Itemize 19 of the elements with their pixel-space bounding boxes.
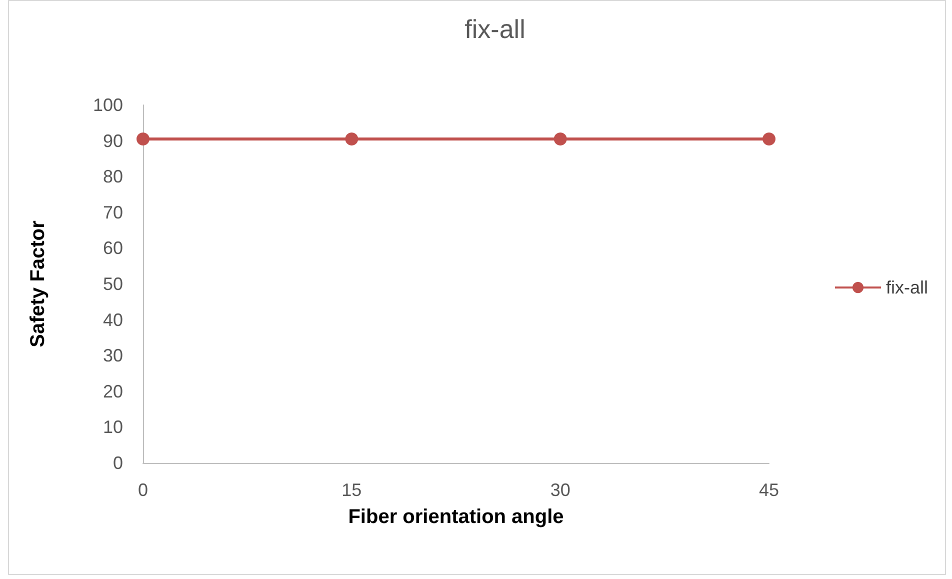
y-axis-title: Safety Factor xyxy=(27,220,49,348)
y-tick-label: 50 xyxy=(102,274,123,294)
x-tick-label: 15 xyxy=(342,480,362,500)
y-tick-label: 20 xyxy=(102,381,123,402)
y-tick-label: 40 xyxy=(102,310,123,330)
x-tick-label: 45 xyxy=(758,480,780,500)
legend-label: fix-all xyxy=(886,278,928,298)
y-tick-label: 100 xyxy=(92,95,123,115)
chart-title: fix-all xyxy=(464,14,526,44)
y-tick-label: 90 xyxy=(102,130,123,151)
y-tick-label: 30 xyxy=(102,346,123,366)
x-tick-label: 30 xyxy=(550,480,570,500)
y-tick-label: 80 xyxy=(102,166,123,187)
x-axis-title: Fiber orientation angle xyxy=(348,506,564,528)
x-tick-label: 0 xyxy=(138,480,148,500)
y-tick-label: 60 xyxy=(102,238,123,258)
y-tick-label: 70 xyxy=(102,202,123,222)
y-tick-label: 0 xyxy=(112,453,123,473)
y-tick-label: 10 xyxy=(102,417,123,438)
